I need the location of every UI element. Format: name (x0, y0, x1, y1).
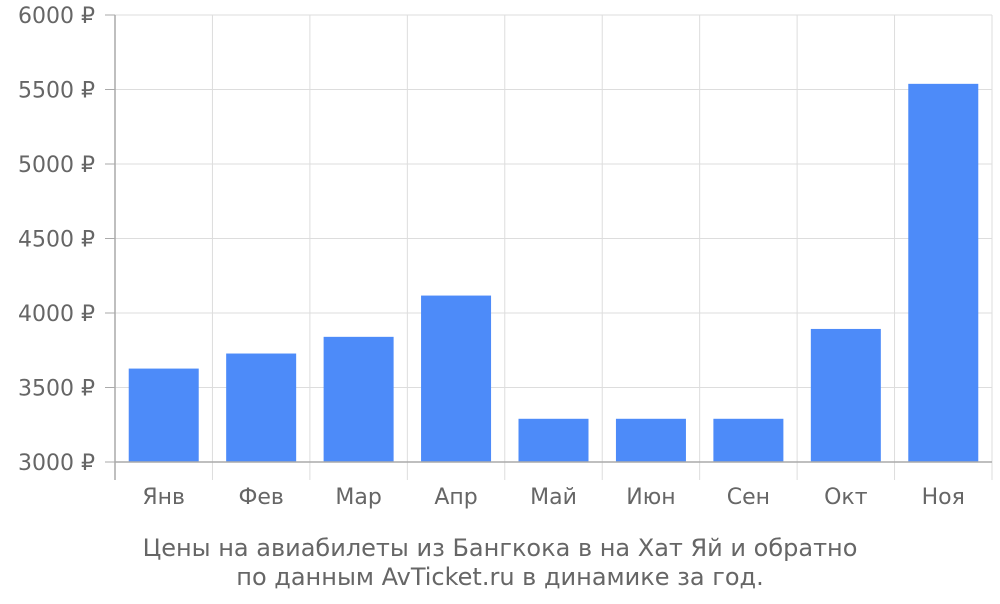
bar (908, 83, 979, 462)
bar (615, 418, 686, 462)
bar (810, 328, 881, 462)
bar (518, 418, 589, 462)
y-tick-label: 4500 ₽ (18, 228, 95, 253)
y-tick-label: 5500 ₽ (18, 79, 95, 104)
x-tick-label: Май (530, 485, 577, 510)
chart-caption-line-2: по данным AvTicket.ru в динамике за год. (236, 563, 764, 591)
chart-caption-line-1: Цены на авиабилеты из Бангкока в на Хат … (142, 534, 858, 562)
x-tick-label: Сен (727, 485, 770, 510)
x-tick-label: Июн (626, 485, 675, 510)
x-tick-label: Мар (335, 485, 381, 510)
y-tick-label: 3000 ₽ (18, 451, 95, 476)
x-tick-label: Фев (238, 485, 283, 510)
x-tick-label: Апр (434, 485, 477, 510)
y-tick-label: 4000 ₽ (18, 302, 95, 327)
y-tick-label: 5000 ₽ (18, 153, 95, 178)
y-tick-label: 3500 ₽ (18, 377, 95, 402)
bar (713, 418, 784, 462)
x-tick-label: Окт (824, 485, 868, 510)
y-tick-label: 6000 ₽ (18, 4, 95, 29)
x-tick-label: Ноя (922, 485, 965, 510)
x-tick-label: Янв (142, 485, 185, 510)
bar (226, 353, 297, 462)
bar (323, 336, 394, 462)
bar (128, 368, 199, 462)
bar (421, 295, 492, 462)
